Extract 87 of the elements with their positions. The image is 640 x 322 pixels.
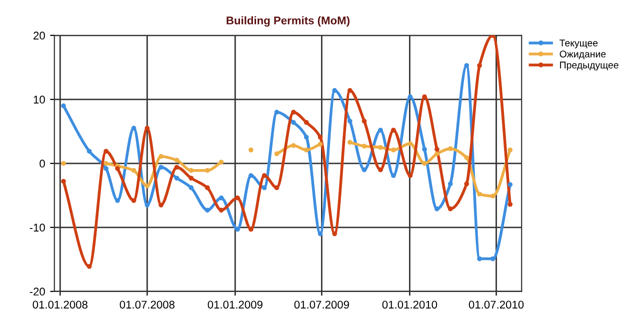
point (262, 185, 267, 190)
point (490, 194, 496, 198)
point (144, 126, 150, 131)
point (104, 148, 108, 154)
point (144, 202, 150, 208)
legend-label: Предыдущее (560, 62, 618, 70)
point (422, 160, 427, 166)
point (464, 181, 470, 186)
point (332, 88, 338, 93)
point (248, 148, 254, 152)
point (490, 256, 496, 262)
point (274, 185, 280, 190)
point (408, 94, 413, 100)
x-tick-label: 01.01.2010 (382, 300, 438, 309)
point (61, 160, 66, 166)
point (362, 167, 367, 172)
point (362, 118, 367, 124)
point (304, 134, 309, 140)
point (378, 144, 383, 150)
x-tick-label: 01.07.2010 (468, 300, 524, 309)
point (304, 148, 309, 152)
point (218, 208, 224, 213)
chart-title: Building Permits (MoM) (226, 16, 350, 27)
point (378, 167, 383, 172)
x-tick-label: 01.07.2009 (294, 300, 349, 309)
point (508, 182, 513, 187)
point (434, 146, 440, 152)
point (391, 148, 396, 152)
point (204, 208, 210, 213)
point (291, 110, 296, 115)
point (332, 231, 338, 236)
point (86, 264, 92, 269)
point (477, 192, 482, 197)
point (464, 155, 470, 160)
point (131, 126, 136, 131)
point (448, 146, 453, 152)
point (508, 148, 513, 152)
point (318, 231, 323, 236)
legend-label: Ожидание (560, 50, 606, 60)
x-tick-label: 01.01.2009 (208, 300, 262, 309)
legend-label: Текущее (560, 40, 598, 48)
point (408, 141, 413, 146)
point (235, 226, 240, 232)
point (158, 202, 164, 208)
point (434, 206, 440, 212)
point (274, 151, 280, 156)
point (477, 63, 482, 68)
y-tick-label: -10 (30, 224, 45, 232)
point (318, 134, 323, 140)
point (218, 196, 224, 200)
point (508, 202, 513, 207)
point (347, 118, 352, 124)
line-series (61, 35, 513, 269)
point (291, 120, 296, 125)
point (318, 142, 323, 147)
point (262, 173, 267, 178)
point (291, 143, 296, 148)
point (422, 94, 427, 100)
point (304, 120, 309, 125)
point (477, 256, 482, 262)
point (248, 226, 254, 232)
point (464, 63, 470, 68)
point (86, 148, 92, 154)
point (274, 110, 280, 115)
y-tick-label: 10 (34, 96, 45, 104)
point (235, 196, 240, 200)
point (378, 128, 383, 133)
point (434, 151, 440, 156)
point (131, 198, 136, 203)
point (248, 173, 254, 178)
x-tick-label: 01.01.2008 (32, 300, 88, 309)
point (391, 173, 396, 178)
point (448, 206, 453, 212)
point (408, 173, 413, 178)
y-tick-label: 20 (34, 32, 45, 40)
point (115, 198, 120, 203)
y-tick-label: 0 (40, 160, 45, 168)
x-tick-label: 01.07.2008 (120, 300, 174, 309)
point (362, 144, 367, 149)
point (391, 128, 396, 133)
point (422, 146, 427, 152)
point (347, 140, 352, 145)
y-tick-label: -20 (30, 288, 45, 296)
point (61, 103, 66, 108)
point (448, 181, 453, 186)
point (61, 178, 66, 184)
point (347, 88, 352, 93)
